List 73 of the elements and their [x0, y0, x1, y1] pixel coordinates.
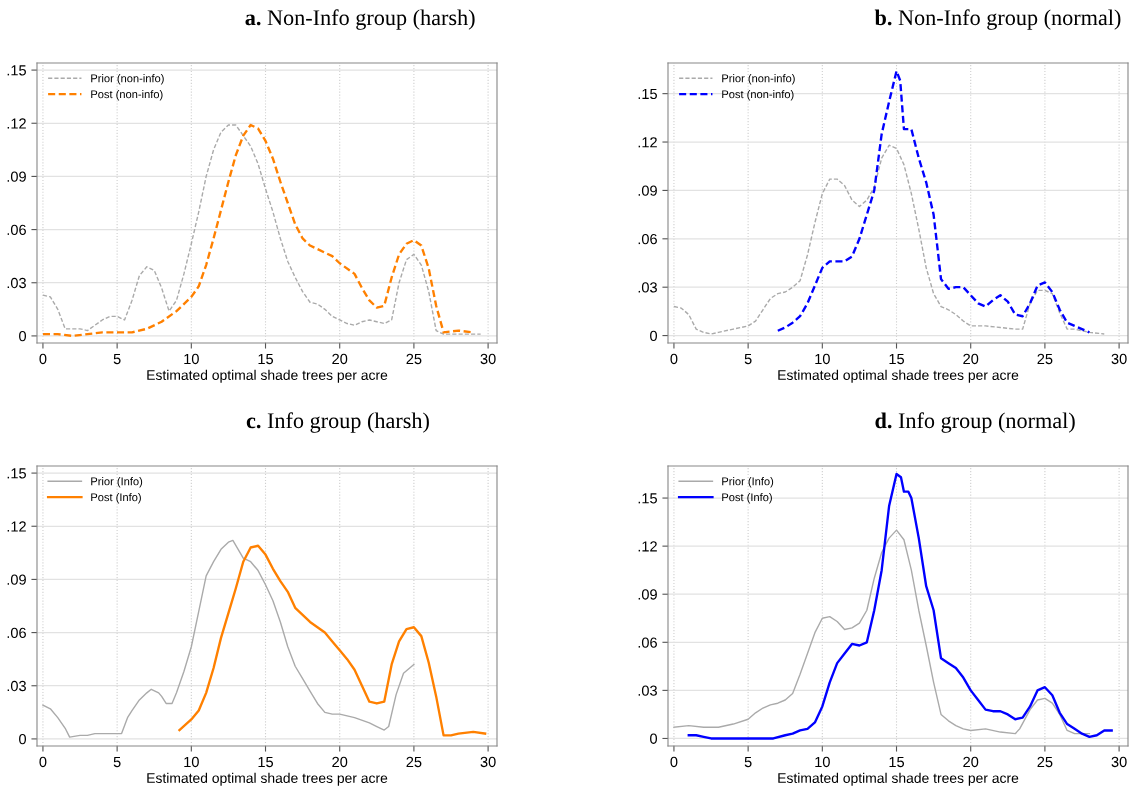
- legend-label: Post (non-info): [91, 90, 163, 101]
- x-tick-label: 30: [1111, 756, 1127, 768]
- y-tick-label: .09: [638, 589, 657, 600]
- x-tick-label: 25: [1037, 353, 1053, 365]
- legend-label: Post (non-info): [722, 90, 794, 101]
- legend-label: Prior (Info): [722, 477, 774, 488]
- line-series: [178, 544, 487, 737]
- chart-title: b. Non-Info group (normal): [874, 9, 1121, 30]
- x-axis-title: Estimated optimal shade trees per acre: [147, 772, 388, 786]
- x-axis-title: Estimated optimal shade trees per acre: [778, 369, 1019, 383]
- x-tick-label: 10: [815, 353, 830, 365]
- legend-label: Post (Info): [722, 493, 772, 504]
- x-tick-label: 30: [1111, 353, 1127, 365]
- x-tick-label: 0: [39, 353, 47, 365]
- x-tick-label: 30: [480, 756, 496, 768]
- y-tick-label: .15: [7, 468, 26, 479]
- y-tick-label: .12: [7, 521, 26, 532]
- y-tick-label: .15: [638, 493, 657, 504]
- y-tick-label: .12: [638, 137, 657, 148]
- x-tick-label: 0: [670, 756, 678, 768]
- legend-label: Prior (non-info): [722, 74, 795, 85]
- y-tick-label: .12: [7, 118, 26, 129]
- legend-label: Prior (non-info): [91, 74, 164, 85]
- y-tick-label: .09: [7, 171, 26, 182]
- x-tick-label: 5: [744, 756, 752, 768]
- x-tick-label: 15: [258, 756, 274, 768]
- line-series: [673, 529, 1091, 735]
- x-tick-label: 15: [258, 353, 274, 365]
- y-tick-label: .15: [7, 65, 26, 76]
- y-tick-label: .15: [638, 88, 657, 100]
- line-series: [42, 539, 415, 738]
- x-tick-label: 20: [963, 353, 979, 365]
- y-tick-label: .06: [638, 233, 657, 245]
- y-tick-label: .06: [7, 627, 26, 639]
- y-tick-label: .03: [7, 277, 26, 289]
- y-tick-label: 0: [19, 331, 27, 342]
- x-axis-title: Estimated optimal shade trees per acre: [147, 369, 388, 383]
- line-series: [673, 144, 1105, 335]
- y-tick-label: 0: [650, 733, 658, 744]
- x-tick-label: 15: [889, 353, 905, 365]
- y-tick-label: .03: [638, 685, 657, 696]
- x-tick-label: 5: [113, 756, 121, 768]
- y-tick-label: 0: [19, 734, 27, 745]
- y-tick-label: .06: [638, 637, 657, 648]
- x-tick-label: 20: [332, 756, 348, 768]
- x-tick-label: 20: [963, 756, 979, 768]
- x-tick-label: 15: [889, 756, 905, 768]
- y-tick-label: .12: [638, 541, 657, 552]
- y-tick-label: .09: [638, 185, 657, 196]
- x-tick-label: 0: [670, 353, 678, 365]
- chart-title: a. Non-Info group (harsh): [245, 9, 475, 30]
- chart-title: d. Info group (normal): [875, 412, 1075, 433]
- y-tick-label: .03: [638, 282, 657, 293]
- x-tick-label: 5: [744, 353, 752, 365]
- legend-label: Post (Info): [91, 493, 141, 504]
- y-tick-label: .06: [7, 224, 26, 236]
- x-axis-title: Estimated optimal shade trees per acre: [778, 772, 1019, 786]
- x-tick-label: 25: [1037, 756, 1053, 768]
- x-tick-label: 25: [406, 756, 422, 768]
- x-tick-label: 25: [406, 353, 422, 365]
- chart-title: c. Info group (harsh): [246, 412, 429, 433]
- x-tick-label: 10: [184, 756, 199, 768]
- x-tick-label: 10: [184, 353, 199, 365]
- x-tick-label: 5: [113, 353, 121, 365]
- legend-label: Prior (Info): [91, 477, 143, 488]
- y-tick-label: 0: [650, 330, 658, 342]
- y-tick-label: .03: [7, 680, 26, 692]
- x-tick-label: 20: [332, 353, 348, 365]
- line-series: [687, 472, 1113, 740]
- x-tick-label: 10: [815, 756, 830, 768]
- y-tick-label: .09: [7, 574, 26, 585]
- x-tick-label: 0: [39, 756, 47, 768]
- x-tick-label: 30: [480, 353, 496, 365]
